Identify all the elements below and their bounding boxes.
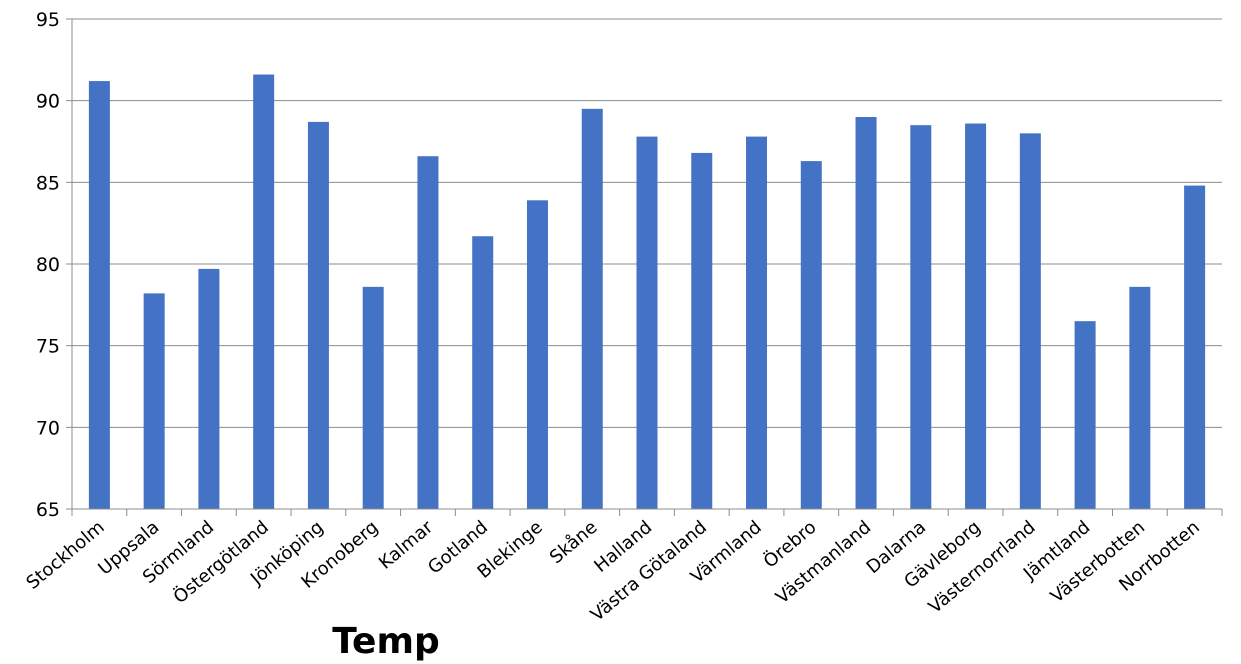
y-tick-label: 65 bbox=[36, 499, 60, 521]
x-tick-label: Västmanland bbox=[772, 517, 875, 608]
bar bbox=[636, 136, 658, 509]
bar bbox=[746, 136, 768, 509]
x-axis-title: Temp bbox=[332, 621, 439, 662]
bar bbox=[910, 125, 932, 510]
bar bbox=[143, 293, 165, 509]
x-tick-label: Västerbotten bbox=[1047, 517, 1149, 608]
bar bbox=[965, 123, 987, 510]
y-axis-ticks: 65 70 75 80 85 90 95 bbox=[36, 9, 73, 521]
bar bbox=[198, 268, 220, 509]
bar bbox=[1129, 286, 1151, 509]
bar bbox=[472, 236, 494, 509]
y-tick-label: 95 bbox=[36, 9, 60, 31]
bars bbox=[88, 74, 1206, 510]
bar bbox=[1074, 321, 1096, 509]
bar bbox=[362, 286, 384, 509]
x-axis bbox=[71, 508, 1223, 516]
bar bbox=[417, 156, 439, 509]
bar bbox=[855, 117, 877, 509]
y-tick-label: 85 bbox=[36, 172, 60, 194]
bar bbox=[1019, 133, 1041, 510]
y-tick-label: 80 bbox=[36, 254, 60, 276]
y-tick-label: 70 bbox=[36, 417, 60, 439]
y-tick-label: 90 bbox=[36, 91, 60, 113]
bar bbox=[526, 200, 548, 510]
y-tick-label: 75 bbox=[36, 336, 60, 358]
x-axis-labels: StockholmUppsalaSörmlandÖstergötlandJönk… bbox=[22, 516, 1203, 626]
bar bbox=[1184, 185, 1206, 509]
bar bbox=[307, 121, 329, 510]
x-tick-label: Östergötland bbox=[169, 516, 273, 608]
bar bbox=[88, 81, 110, 510]
x-tick-label: Stockholm bbox=[22, 517, 108, 594]
bar bbox=[800, 161, 822, 509]
bar bbox=[691, 152, 713, 509]
bar bbox=[581, 108, 603, 509]
bar bbox=[253, 74, 275, 510]
